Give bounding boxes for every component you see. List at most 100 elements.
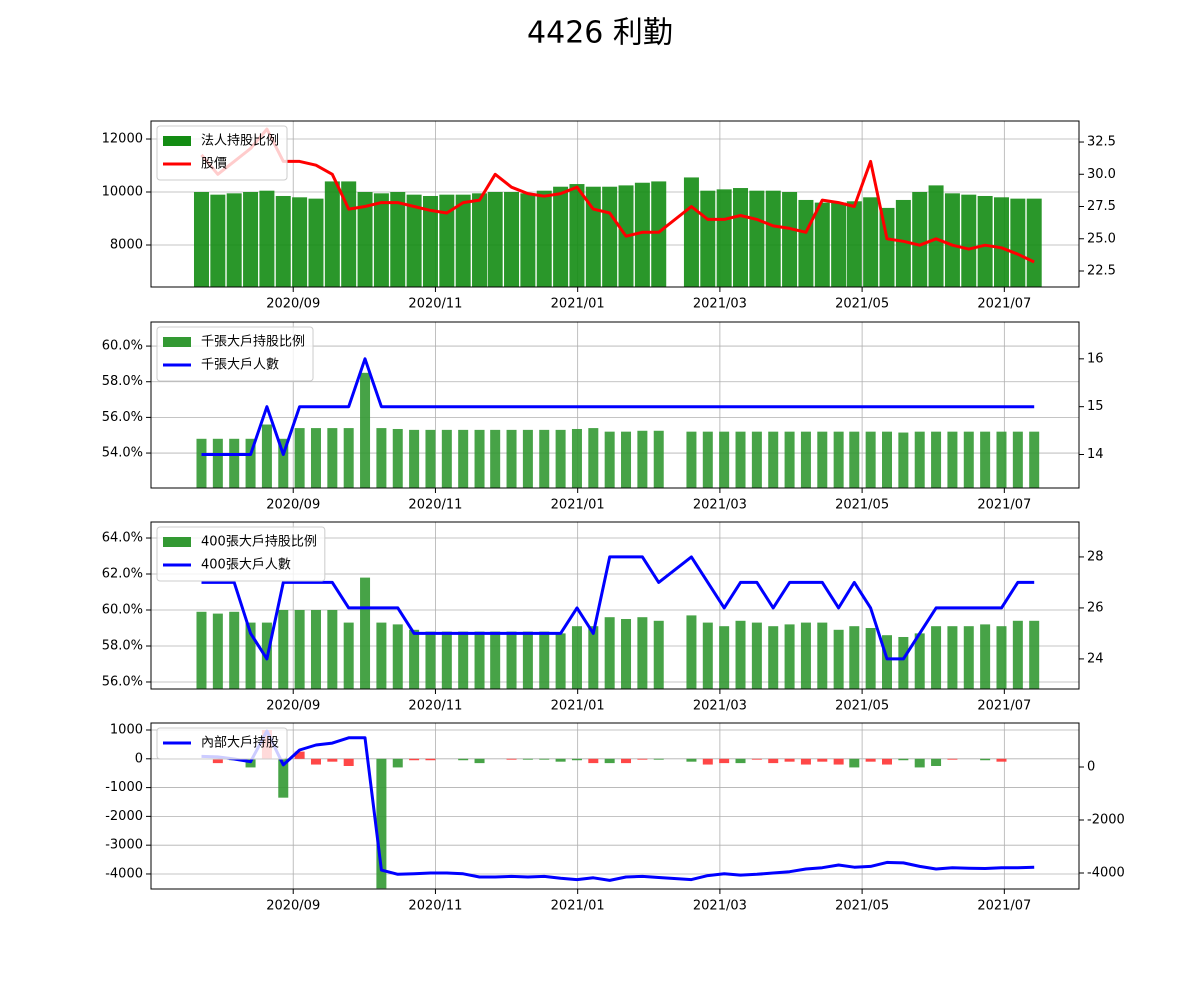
x-tick-label: 2021/07 — [977, 498, 1031, 513]
bar — [947, 626, 958, 689]
bar — [310, 428, 321, 488]
bar — [588, 758, 599, 764]
bar — [914, 431, 925, 488]
bar — [980, 624, 991, 689]
bar — [947, 431, 958, 488]
bar — [193, 192, 209, 287]
bar — [588, 626, 599, 689]
figure-title: 4426 利勤 — [527, 16, 673, 51]
bar — [490, 631, 501, 689]
bar — [504, 192, 520, 287]
bar — [376, 428, 387, 488]
bar — [506, 429, 517, 488]
bar — [506, 758, 517, 760]
bar — [390, 192, 406, 287]
legend-label: 千張大戶持股比例 — [201, 335, 305, 350]
bar — [784, 624, 795, 689]
bar — [947, 758, 958, 760]
y-tick-label: 54.0% — [102, 446, 143, 461]
x-tick-label: 2021/05 — [835, 297, 889, 312]
plot-frame — [150, 321, 1080, 489]
bar — [1026, 198, 1042, 287]
bar — [376, 758, 387, 889]
bar — [914, 758, 925, 768]
bar — [846, 201, 862, 287]
bar — [784, 431, 795, 488]
bar — [196, 611, 207, 689]
bar — [310, 758, 321, 765]
bar — [425, 429, 436, 488]
bar — [849, 626, 860, 689]
bar — [1010, 198, 1026, 287]
bar — [637, 430, 648, 488]
bar — [882, 758, 892, 765]
bar — [653, 430, 664, 488]
x-tick-label: 2020/09 — [266, 498, 320, 513]
bar — [683, 177, 699, 287]
bar — [360, 372, 371, 488]
y-tick-label: 64.0% — [102, 531, 143, 546]
panel: 2020/09 2020/11 2021/01 2021/03 2021/05 2021/… — [105, 722, 1125, 913]
x-tick-label: 2021/03 — [693, 899, 747, 914]
bar — [996, 758, 1007, 762]
legend-label: 400張大戶持股比例 — [201, 535, 317, 550]
bar — [571, 626, 582, 689]
bar — [278, 438, 289, 488]
bar — [555, 429, 566, 488]
bar — [229, 438, 240, 488]
y2-tick-label: -4000 — [1087, 865, 1125, 880]
bar — [458, 631, 469, 689]
x-tick-label: 2021/01 — [551, 899, 605, 914]
bar — [585, 186, 601, 287]
y2-tick-label: 22.5 — [1087, 264, 1116, 279]
bar — [817, 758, 828, 762]
bar — [343, 758, 354, 766]
bar — [865, 758, 876, 762]
bar — [749, 190, 765, 287]
y2-tick-label: 25.0 — [1087, 231, 1116, 246]
legend-swatch — [163, 136, 191, 146]
bar — [212, 758, 223, 764]
bar — [278, 758, 289, 798]
bar — [719, 758, 730, 764]
x-tick-label: 2021/03 — [693, 498, 747, 513]
x-tick-label: 2021/01 — [551, 699, 605, 714]
x-tick-label: 2021/01 — [551, 297, 605, 312]
x-tick-label: 2021/07 — [977, 297, 1031, 312]
bar — [604, 617, 615, 689]
bar — [226, 193, 242, 287]
bar — [686, 615, 697, 689]
bar — [980, 758, 991, 761]
bar — [441, 631, 452, 689]
bar — [425, 758, 436, 761]
bar — [506, 631, 517, 689]
plot-frame — [150, 722, 1080, 890]
panel: 2020/09 2020/11 2021/01 2021/03 2021/05 2021/… — [102, 321, 1104, 513]
bar — [458, 429, 469, 488]
bar — [882, 635, 892, 689]
bar — [944, 193, 960, 287]
bar — [768, 758, 779, 764]
x-tick-label: 2021/05 — [835, 899, 889, 914]
bar — [716, 189, 732, 287]
bar — [212, 613, 223, 689]
bar — [931, 758, 942, 766]
bar — [536, 190, 552, 287]
bar — [980, 431, 991, 488]
bar — [996, 626, 1007, 689]
bar — [702, 622, 713, 689]
y-tick-label: 62.0% — [102, 567, 143, 582]
legend-label: 股價 — [201, 157, 227, 172]
bar — [898, 758, 909, 761]
y2-tick-label: 26 — [1087, 600, 1104, 615]
plot-frame — [150, 120, 1080, 288]
bar — [490, 429, 501, 488]
y-tick-label: 12000 — [102, 132, 143, 147]
bar — [865, 431, 876, 488]
legend-swatch — [163, 537, 191, 547]
bar — [422, 195, 438, 287]
y2-tick-label: 14 — [1087, 447, 1104, 462]
y-tick-label: 0 — [135, 751, 143, 766]
panel: 2020/09 2020/11 2021/01 2021/03 2021/05 2021/… — [102, 120, 1116, 312]
